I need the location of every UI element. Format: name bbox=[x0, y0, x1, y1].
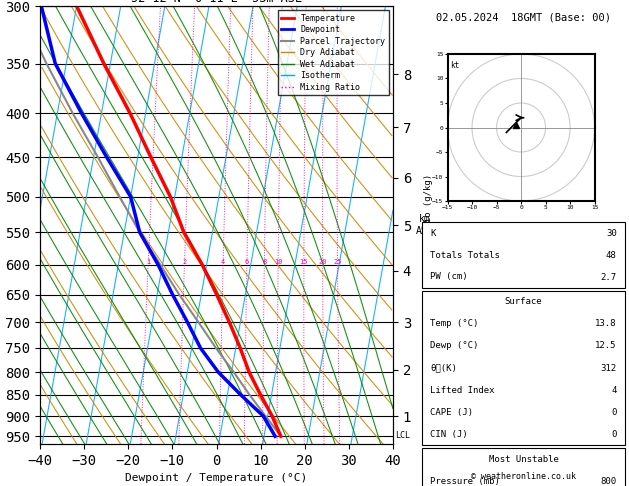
Bar bbox=[422, 291, 625, 445]
Text: kt: kt bbox=[450, 61, 459, 70]
Text: 20: 20 bbox=[318, 259, 327, 265]
Text: PW (cm): PW (cm) bbox=[430, 273, 468, 281]
Text: 0: 0 bbox=[611, 430, 616, 438]
Text: LCL: LCL bbox=[395, 431, 410, 440]
Text: 1: 1 bbox=[146, 259, 150, 265]
Text: 10: 10 bbox=[274, 259, 282, 265]
Text: Most Unstable: Most Unstable bbox=[489, 454, 559, 464]
Title: 52°12'N  0°11'E  53m ASL: 52°12'N 0°11'E 53m ASL bbox=[131, 0, 302, 5]
Text: K: K bbox=[430, 228, 436, 238]
Legend: Temperature, Dewpoint, Parcel Trajectory, Dry Adiabat, Wet Adiabat, Isotherm, Mi: Temperature, Dewpoint, Parcel Trajectory… bbox=[278, 10, 389, 95]
Y-axis label: km
ASL: km ASL bbox=[416, 214, 434, 236]
Text: 12.5: 12.5 bbox=[595, 342, 616, 350]
Text: Temp (°C): Temp (°C) bbox=[430, 319, 479, 329]
Bar bbox=[422, 448, 625, 486]
Text: 25: 25 bbox=[333, 259, 342, 265]
Text: 02.05.2024  18GMT (Base: 00): 02.05.2024 18GMT (Base: 00) bbox=[436, 12, 611, 22]
Text: © weatheronline.co.uk: © weatheronline.co.uk bbox=[471, 472, 576, 481]
Text: Surface: Surface bbox=[504, 297, 542, 307]
Text: CIN (J): CIN (J) bbox=[430, 430, 468, 438]
Text: CAPE (J): CAPE (J) bbox=[430, 407, 473, 417]
Text: Mixing Ratio (g/kg): Mixing Ratio (g/kg) bbox=[424, 174, 433, 276]
Text: 13.8: 13.8 bbox=[595, 319, 616, 329]
Text: 30: 30 bbox=[606, 228, 616, 238]
Text: Totals Totals: Totals Totals bbox=[430, 250, 500, 260]
Text: 4: 4 bbox=[611, 385, 616, 395]
X-axis label: Dewpoint / Temperature (°C): Dewpoint / Temperature (°C) bbox=[125, 473, 308, 483]
Text: Pressure (mb): Pressure (mb) bbox=[430, 476, 500, 486]
Text: 8: 8 bbox=[262, 259, 267, 265]
Text: Dewp (°C): Dewp (°C) bbox=[430, 342, 479, 350]
Text: Lifted Index: Lifted Index bbox=[430, 385, 495, 395]
Bar bbox=[422, 222, 625, 288]
Text: 4: 4 bbox=[221, 259, 225, 265]
Text: 800: 800 bbox=[601, 476, 616, 486]
Text: 312: 312 bbox=[601, 364, 616, 372]
Text: 6: 6 bbox=[245, 259, 249, 265]
Text: 0: 0 bbox=[611, 407, 616, 417]
Text: 2: 2 bbox=[182, 259, 187, 265]
Text: 15: 15 bbox=[299, 259, 308, 265]
Text: θᴇ(K): θᴇ(K) bbox=[430, 364, 457, 372]
Text: 48: 48 bbox=[606, 250, 616, 260]
Text: 2.7: 2.7 bbox=[601, 273, 616, 281]
Y-axis label: hPa: hPa bbox=[0, 215, 3, 235]
